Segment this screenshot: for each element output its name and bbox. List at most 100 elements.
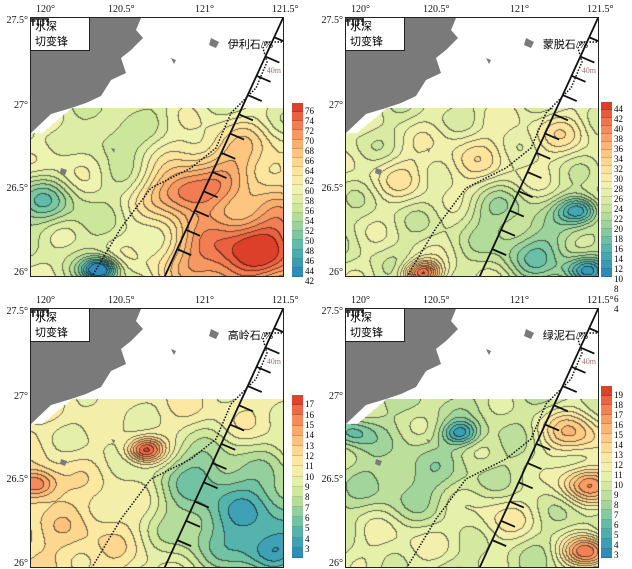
depth-contour-label: 40m [266, 357, 281, 366]
colorbar-swatch [292, 240, 303, 250]
colorbar [292, 395, 303, 558]
colorbar-tick-label: 12 [305, 450, 314, 461]
colorbar-swatch [292, 121, 303, 131]
colorbar-swatch [601, 197, 612, 206]
lon-label: 120° [351, 295, 370, 306]
colorbar-swatch [601, 472, 612, 482]
colorbar-tick-label: 42 [614, 113, 623, 124]
lat-label: 27° [14, 100, 28, 111]
colorbar-tick-label: 66 [305, 156, 314, 167]
colorbar-swatch [601, 125, 612, 134]
depth-contour-line [91, 41, 283, 276]
colorbar-swatch [292, 157, 303, 168]
lat-label: 27° [14, 391, 28, 402]
colorbar-swatch [292, 415, 303, 426]
contour-field [346, 399, 598, 567]
colorbar-swatch [292, 267, 303, 277]
colorbar-tick-label: 4 [614, 303, 619, 314]
lat-label: 27.5° [6, 15, 29, 26]
colorbar-swatch [601, 229, 612, 238]
map-overlay [31, 309, 283, 567]
colorbar-swatch [292, 167, 303, 177]
colorbar-swatch [601, 443, 612, 453]
colorbar-swatch [292, 445, 303, 457]
contour-field [346, 108, 598, 276]
colorbar-tick-label: 14 [305, 430, 314, 441]
lat-label: 26° [329, 558, 343, 569]
lat-label: 26° [14, 267, 28, 278]
colorbar-swatch [601, 269, 612, 277]
depth-contour-line [406, 332, 598, 567]
colorbar-tick-label: 44 [614, 103, 623, 114]
colorbar-swatch [292, 435, 303, 446]
colorbar-tick-label: 16 [614, 243, 623, 254]
colorbar-tick-label: 7 [305, 502, 310, 513]
colorbar-swatch [292, 456, 303, 467]
colorbar-swatch [292, 507, 303, 518]
legend-depth-label: 水深 [350, 20, 372, 33]
contour-field [31, 399, 283, 567]
lat-label: 26.5° [6, 183, 29, 194]
lat-label: 26.5° [321, 474, 344, 485]
colorbar-swatch [601, 133, 612, 142]
lat-label: 27.5° [6, 306, 29, 317]
colorbar-tick-label: 8 [614, 283, 619, 294]
colorbar-tick-label: 3 [305, 544, 310, 554]
colorbar-swatch [292, 517, 303, 528]
colorbar-ticks: 76 74 72 70 68 66 64 62 60 58 56 54 52 50 48 46 44 42 [305, 106, 314, 286]
shear-front-swatch [346, 309, 364, 317]
colorbar-tick-label: 30 [614, 173, 623, 184]
colorbar-tick-label: 50 [305, 236, 314, 247]
map-legend: 水深 切变锋 [346, 18, 405, 51]
colorbar-tick-label: 9 [614, 489, 619, 500]
depth-contour-line [406, 41, 598, 276]
colorbar-swatch [292, 103, 303, 113]
colorbar-tick-label: 3 [614, 549, 619, 560]
colorbar-swatch [601, 189, 612, 198]
colorbar-tick-label: 4 [305, 533, 310, 544]
colorbar-swatch [292, 466, 303, 477]
colorbar-swatch [292, 486, 303, 497]
colorbar-swatch [601, 149, 612, 158]
colorbar-tick-label: 34 [614, 153, 623, 164]
lat-label: 27° [329, 100, 343, 111]
panel-title: 高岭石/% [227, 330, 273, 342]
colorbar-swatch [601, 414, 612, 425]
lon-label: 120° [36, 4, 55, 15]
lat-label: 27.5° [321, 306, 344, 317]
colorbar-tick-label: 11 [305, 461, 314, 472]
colorbar-tick-label: 22 [614, 213, 623, 224]
colorbar-tick-label: 14 [614, 439, 623, 450]
map-overlay [346, 18, 598, 276]
panel-title: 伊利石/% [227, 39, 273, 51]
colorbar-swatch [601, 141, 612, 150]
shear-front-line [478, 18, 598, 276]
shear-front-swatch [31, 18, 49, 26]
map-panel-3: 水深 切变锋 高岭石/% 40m [30, 308, 284, 568]
colorbar [601, 386, 612, 559]
colorbar-swatch [601, 529, 612, 539]
shear-front-line [478, 309, 598, 567]
lon-label: 121.5° [587, 295, 614, 306]
lon-label: 121° [510, 4, 529, 15]
colorbar-swatch [292, 194, 303, 204]
colorbar-swatch [292, 425, 303, 436]
colorbar-swatch [292, 258, 303, 268]
colorbar-swatch [292, 249, 303, 259]
colorbar-tick-label: 18 [614, 399, 623, 410]
depth-line-swatch [31, 311, 49, 313]
colorbar-tick-label: 36 [614, 143, 623, 154]
lon-label: 121° [195, 4, 214, 15]
lon-label: 120.5° [108, 295, 135, 306]
colorbar-tick-label: 42 [305, 276, 314, 287]
colorbar-tick-label: 44 [305, 266, 314, 277]
colorbar-tick-label: 12 [614, 459, 623, 470]
colorbar-swatch [601, 157, 612, 166]
map-overlay [31, 18, 283, 276]
colorbar-tick-label: 15 [305, 419, 314, 430]
colorbar-tick-label: 74 [305, 116, 314, 127]
colorbar-tick-label: 70 [305, 136, 314, 147]
colorbar-swatch [601, 109, 612, 118]
legend-depth-label: 水深 [35, 20, 57, 33]
legend-front-label: 切变锋 [350, 326, 383, 339]
